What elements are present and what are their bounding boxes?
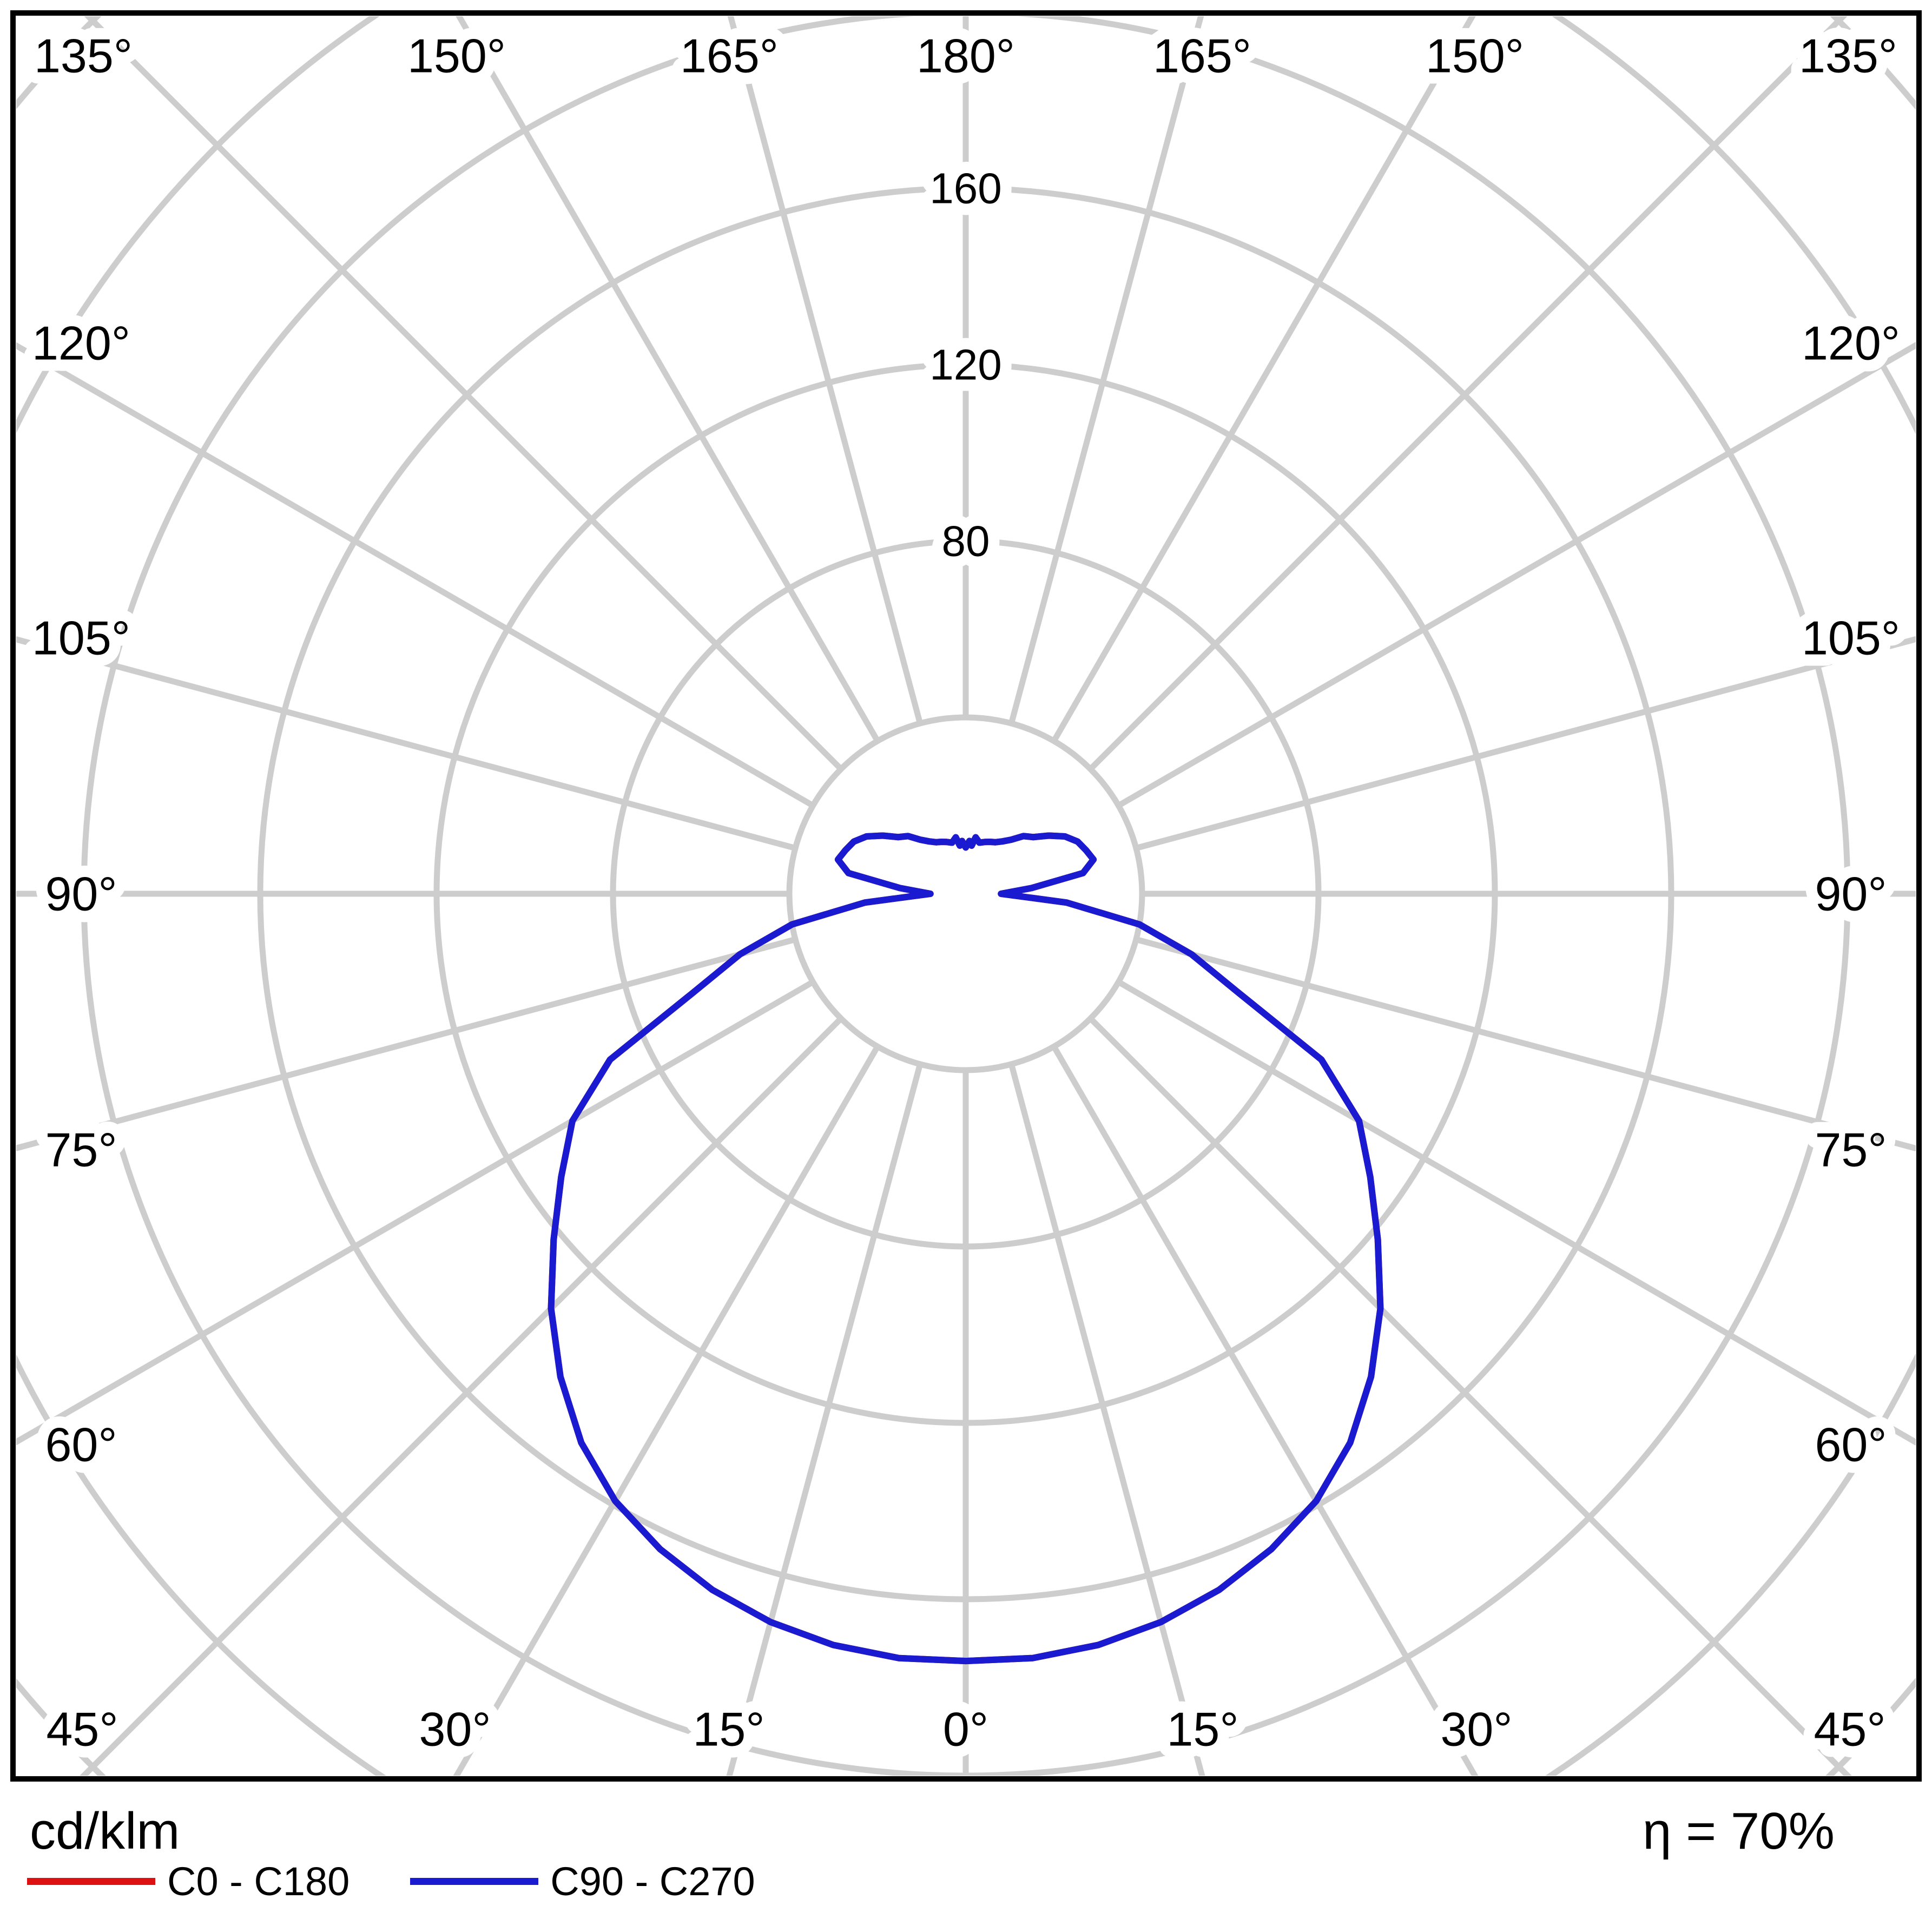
grid-spoke (726, 1063, 923, 1776)
grid-spoke (1117, 979, 1916, 1446)
radial-tick-label: 160 (929, 164, 1001, 213)
grid-spoke (16, 342, 815, 808)
radial-tick-label: 80 (942, 517, 990, 565)
angle-label-bottom: 45° (1814, 1703, 1885, 1756)
legend-label-c0-c180: C0 - C180 (167, 1858, 350, 1904)
angle-label-top: 150° (407, 29, 506, 83)
legend: C0 - C180 C90 - C270 (27, 1858, 755, 1904)
angle-label-right: 60° (1815, 1418, 1887, 1472)
angle-label-bottom: 45° (46, 1703, 118, 1756)
legend-item-c0-c180: C0 - C180 (27, 1858, 350, 1904)
angle-label-bottom: 30° (419, 1703, 491, 1756)
grid-spoke (456, 16, 880, 743)
efficiency-label: η = 70% (1643, 1802, 1835, 1860)
grid-spoke (16, 979, 815, 1446)
angle-label-top: 165° (680, 29, 779, 83)
grid-spoke (84, 16, 843, 772)
grid-spoke (1051, 1045, 1479, 1776)
grid-spoke (16, 636, 796, 851)
grid-spoke (1088, 1016, 1852, 1776)
plot-border (10, 10, 1922, 1782)
curve-c90-c270 (548, 832, 1384, 1665)
grid-spoke (727, 16, 923, 724)
grid-spoke (16, 937, 796, 1151)
angle-label-right: 120° (1802, 316, 1900, 370)
legend-label-c90-c270: C90 - C270 (550, 1858, 755, 1904)
grid-ring (786, 714, 1145, 1073)
angle-label-bottom: 30° (1440, 1703, 1512, 1756)
angle-label-top: 135° (1799, 29, 1897, 83)
red-line-swatch-icon (27, 1877, 155, 1885)
grid-spoke (1088, 16, 1848, 772)
angle-label-bottom: 15° (693, 1703, 764, 1756)
radial-tick-label: 120 (929, 341, 1001, 389)
angle-label-top: 150° (1426, 29, 1524, 83)
angle-label-left: 120° (32, 316, 130, 370)
angle-label-top: 165° (1153, 29, 1251, 83)
units-label: cd/klm (30, 1802, 180, 1860)
grid-spoke (1051, 16, 1476, 743)
angle-label-left: 90° (45, 867, 117, 921)
legend-item-c90-c270: C90 - C270 (410, 1858, 755, 1904)
angle-label-right: 75° (1815, 1123, 1887, 1177)
grid-spoke (1135, 937, 1916, 1152)
grid-spoke (1008, 16, 1204, 724)
grid-spoke (453, 1045, 880, 1776)
angle-label-left: 60° (45, 1418, 117, 1472)
angle-label-left: 75° (45, 1123, 117, 1177)
angle-label-top: 135° (34, 29, 133, 83)
angle-label-bottom: 15° (1166, 1703, 1238, 1756)
angle-label-left: 105° (32, 611, 130, 665)
grid-spoke (1008, 1063, 1205, 1776)
angle-label-bottom: 0° (943, 1703, 988, 1756)
grid-spoke (1135, 636, 1916, 851)
angle-label-right: 105° (1802, 611, 1900, 665)
angle-label-top: 180° (916, 29, 1015, 83)
grid-spoke (80, 1016, 843, 1776)
grid-spoke (1117, 341, 1916, 808)
axis-labels: 135° 150° 165° 180° 165° 150° 135° 120° 105° 90° 7… (21, 18, 1911, 1768)
blue-line-swatch-icon (410, 1877, 539, 1885)
angle-label-right: 90° (1815, 867, 1887, 921)
curves (548, 832, 1384, 1665)
